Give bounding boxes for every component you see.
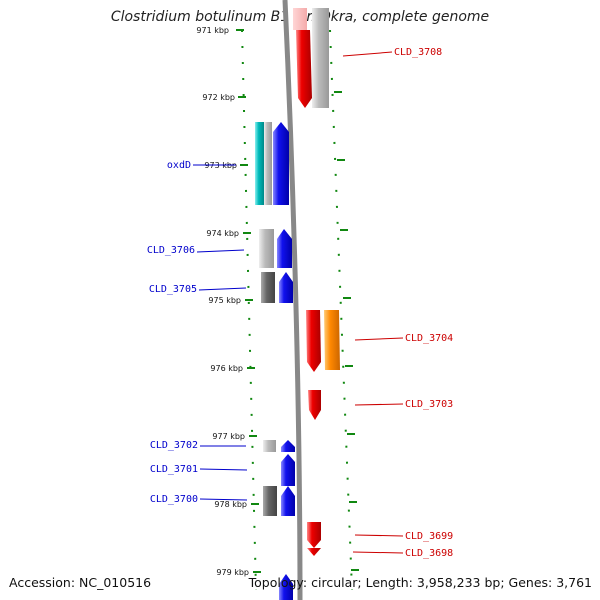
ruler-label-974: 974 kbp	[206, 229, 239, 238]
gene-label-cld-3702[interactable]: CLD_3702	[150, 440, 198, 451]
gene-cld-3702[interactable]	[263, 440, 295, 452]
gene-cld-3701[interactable]	[281, 454, 295, 486]
gene-cld-3705[interactable]	[261, 272, 293, 303]
gene-label-cld-3703[interactable]: CLD_3703	[405, 399, 453, 410]
ruler-label-979: 979 kbp	[216, 568, 249, 577]
gene-label-oxdd[interactable]: oxdD	[167, 160, 191, 171]
gene-label-cld-3700[interactable]: CLD_3700	[150, 494, 198, 505]
label-connector-cld-3698	[352, 551, 404, 554]
ruler-label-978: 978 kbp	[214, 500, 247, 509]
label-connector-cld-3704	[354, 337, 404, 341]
gene-cld-3699[interactable]	[307, 522, 321, 548]
gene-bottom-partial[interactable]	[279, 574, 293, 600]
label-connector-cld-3703	[354, 403, 404, 406]
gene-label-cld-3698[interactable]: CLD_3698	[405, 548, 453, 559]
gene-label-cld-3705[interactable]: CLD_3705	[149, 284, 197, 295]
gene-label-cld-3704[interactable]: CLD_3704	[405, 333, 453, 344]
label-connector-cld-3708	[342, 51, 393, 57]
gene-oxdd[interactable]	[255, 122, 289, 205]
gene-cld-3708[interactable]	[293, 8, 329, 108]
right-gene-labels: CLD_3708 CLD_3704 CLD_3703 CLD_3699 CLD_…	[342, 47, 453, 559]
accession-label: Accession: NC_010516	[9, 575, 152, 590]
ruler-labels: 971 kbp 972 kbp 973 kbp 974 kbp 975 kbp …	[196, 26, 249, 577]
topology-label: Topology: circular; Length: 3,958,233 bp…	[248, 575, 592, 590]
ruler-label-975: 975 kbp	[208, 296, 241, 305]
ruler-label-972: 972 kbp	[202, 93, 235, 102]
ruler-label-976: 976 kbp	[210, 364, 243, 373]
label-connector-cld-3699	[354, 534, 404, 537]
left-gene-labels: oxdD CLD_3706 CLD_3705 CLD_3702 CLD_3701…	[147, 160, 248, 505]
genome-backbone	[282, 0, 303, 600]
gene-cld-3698[interactable]	[307, 548, 321, 556]
gene-cld-3706[interactable]	[259, 229, 292, 268]
label-connector-cld-3706	[196, 249, 245, 253]
right-ruler-ticks	[334, 91, 359, 571]
gene-cld-3700[interactable]	[263, 486, 295, 516]
gene-label-cld-3708[interactable]: CLD_3708	[394, 47, 442, 58]
ruler-label-971: 971 kbp	[196, 26, 229, 35]
ruler-label-977: 977 kbp	[212, 432, 245, 441]
label-connector-cld-3705	[198, 287, 247, 291]
label-connector-cld-3701	[199, 468, 248, 471]
gene-cld-3704[interactable]	[306, 310, 340, 372]
gene-label-cld-3699[interactable]: CLD_3699	[405, 531, 453, 542]
label-connector-cld-3700	[199, 498, 248, 501]
gene-label-cld-3701[interactable]: CLD_3701	[150, 464, 198, 475]
gene-label-cld-3706[interactable]: CLD_3706	[147, 245, 195, 256]
gene-cld-3703[interactable]	[308, 390, 321, 420]
ruler-ticks	[236, 29, 261, 573]
